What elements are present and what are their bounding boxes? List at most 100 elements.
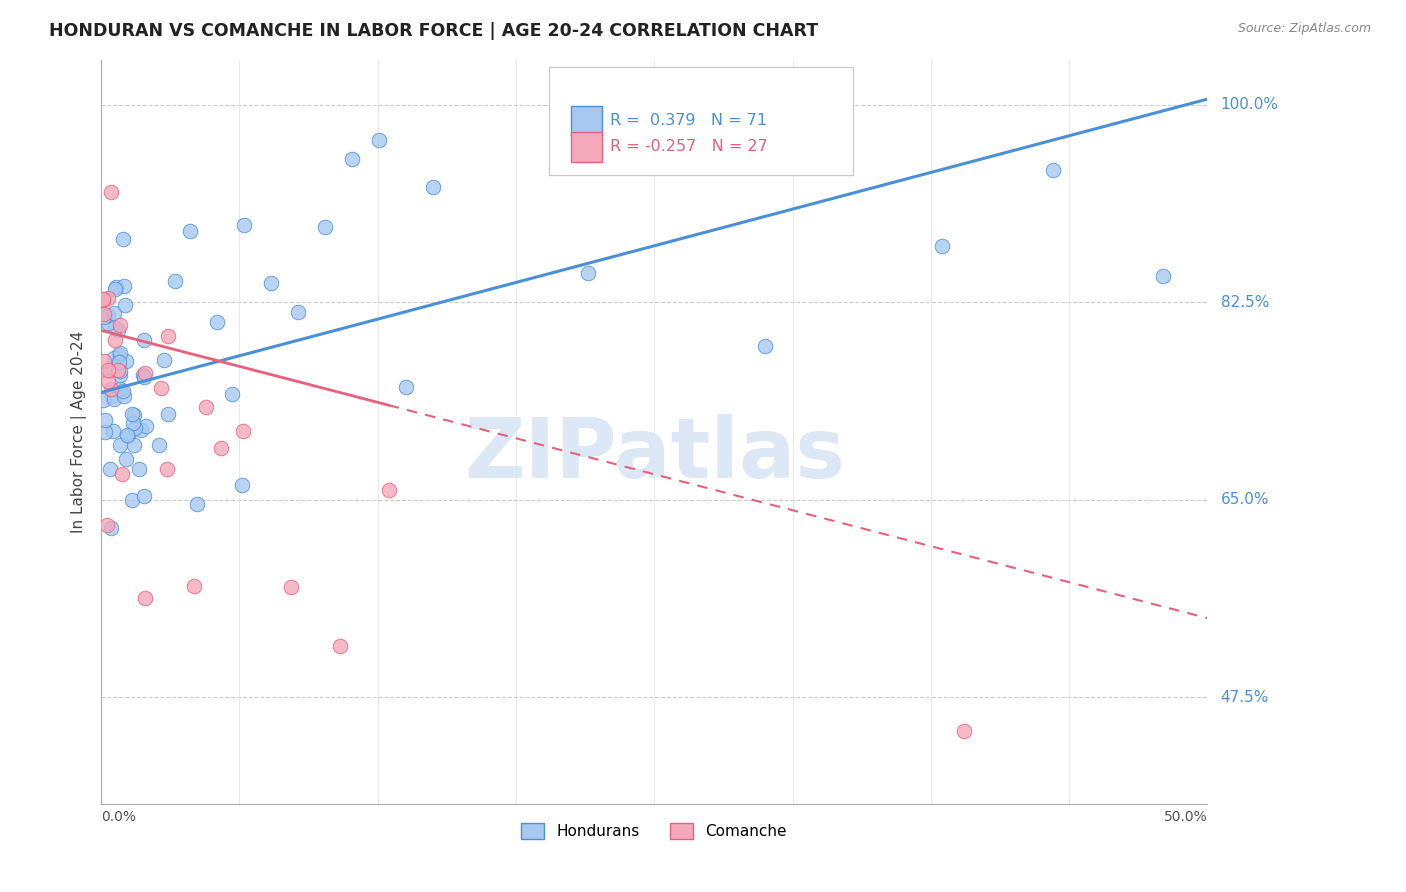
Point [94,425,117,439]
Point [93,354,115,368]
Point [134,370,156,384]
Point [108,318,131,332]
Text: ZIPatlas: ZIPatlas [464,414,845,495]
Point [114,298,136,312]
Point [98,462,121,476]
Point [132,368,155,382]
Point [93,393,115,408]
FancyBboxPatch shape [571,132,602,161]
Point [368,133,391,147]
Point [156,461,179,475]
Point [205,315,228,329]
Point [931,239,953,253]
Point [111,467,134,481]
Text: 65.0%: 65.0% [1220,492,1270,508]
Point [186,497,208,511]
Point [100,520,122,534]
Point [221,386,243,401]
Point [340,152,363,166]
Point [953,723,976,738]
Point [395,380,418,394]
Text: 0.0%: 0.0% [101,810,136,824]
Point [96,518,118,533]
Point [108,364,131,378]
Point [643,126,665,140]
Point [115,354,138,368]
Point [280,580,302,594]
Point [260,277,283,291]
Point [108,368,131,383]
Text: R = -0.257   N = 27: R = -0.257 N = 27 [610,139,768,154]
Point [129,423,152,437]
Point [104,281,127,295]
Point [97,291,120,305]
Point [103,351,125,365]
Point [100,186,122,200]
Point [97,362,120,376]
Point [107,354,129,368]
Point [132,489,155,503]
Text: 82.5%: 82.5% [1220,294,1270,310]
Point [422,180,444,194]
Point [108,438,131,452]
Text: 47.5%: 47.5% [1220,690,1270,705]
FancyBboxPatch shape [571,106,602,136]
Point [124,421,146,435]
Point [100,382,122,396]
Point [112,278,135,293]
Point [98,364,121,378]
Point [93,292,115,306]
Text: 100.0%: 100.0% [1220,97,1278,112]
Point [103,306,125,320]
Point [121,407,143,421]
Point [93,306,115,320]
Text: HONDURAN VS COMANCHE IN LABOR FORCE | AGE 20-24 CORRELATION CHART: HONDURAN VS COMANCHE IN LABOR FORCE | AG… [49,22,818,40]
Point [122,438,145,452]
Point [110,383,132,397]
Point [329,640,352,654]
Point [108,348,131,362]
Point [576,266,599,280]
Point [122,408,145,422]
Point [112,389,135,403]
Point [179,224,201,238]
Point [103,392,125,406]
Point [105,280,128,294]
Point [107,363,129,377]
Point [97,374,120,388]
Point [107,323,129,337]
Text: 50.0%: 50.0% [1164,810,1208,824]
Point [108,346,131,360]
Point [135,418,157,433]
Point [111,232,134,246]
Text: Source: ZipAtlas.com: Source: ZipAtlas.com [1237,22,1371,36]
Point [104,320,127,334]
Point [128,462,150,476]
Point [121,416,143,430]
Point [165,274,187,288]
Point [156,407,179,421]
Point [94,413,117,427]
Point [121,492,143,507]
Point [112,384,135,398]
Point [96,308,118,322]
FancyBboxPatch shape [550,67,853,175]
Y-axis label: In Labor Force | Age 20-24: In Labor Force | Age 20-24 [72,331,87,533]
Point [101,424,124,438]
Point [194,400,217,414]
Point [148,438,170,452]
Point [287,305,309,319]
Point [117,428,139,442]
Point [93,310,115,324]
Point [378,483,401,497]
Point [1042,162,1064,177]
Point [754,339,776,353]
Point [231,477,253,491]
Point [232,424,254,438]
Point [153,353,176,368]
Point [314,219,336,234]
Point [156,328,179,343]
Text: R =  0.379   N = 71: R = 0.379 N = 71 [610,113,768,128]
Point [232,218,254,232]
Legend: Hondurans, Comanche: Hondurans, Comanche [516,817,793,845]
